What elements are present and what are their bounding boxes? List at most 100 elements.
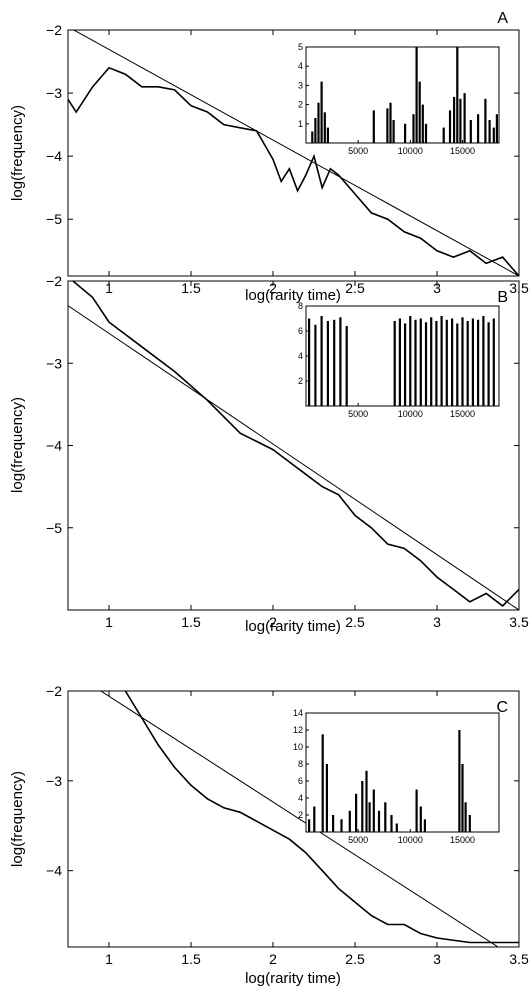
x-tick-label: 1 — [105, 280, 113, 296]
panel-c-inset-bars — [308, 730, 471, 833]
inset-bar — [390, 815, 393, 832]
y-tick-label: −3 — [46, 773, 62, 789]
inset-bar — [415, 789, 418, 832]
inset-x-tick-label: 15000 — [450, 409, 475, 419]
inset-bar — [461, 317, 464, 407]
x-tick-label: 3 — [433, 280, 441, 296]
inset-bar — [414, 319, 417, 407]
inset-y-tick-label: 14 — [293, 708, 303, 718]
y-tick-label: −2 — [46, 683, 62, 699]
inset-bar — [389, 102, 392, 143]
inset-x-tick-label: 10000 — [398, 409, 423, 419]
inset-bar — [377, 810, 381, 833]
panel-b-inset: 5000 10000 15000 2 4 6 8 — [298, 301, 500, 419]
inset-bar — [415, 47, 418, 143]
inset-bar — [435, 321, 438, 406]
inset-bar — [321, 734, 324, 833]
data-series-line — [124, 691, 519, 944]
x-tick-label: 3.5 — [509, 951, 529, 967]
inset-bar — [424, 123, 428, 143]
inset-bar — [445, 319, 448, 407]
inset-bar — [392, 120, 395, 143]
inset-y-tick-label: 5 — [298, 42, 303, 52]
inset-bar — [384, 802, 387, 833]
panel-b-series — [68, 281, 519, 610]
panel-c-inset-frame — [305, 712, 500, 833]
panel-a-series — [68, 30, 519, 276]
inset-bar — [348, 810, 351, 833]
inset-bar — [421, 104, 424, 143]
panel-c: C log(frequency) log(rarity time) 1 1.5 2 2… — [9, 683, 529, 987]
y-tick-label: −4 — [46, 438, 62, 454]
inset-bar — [404, 123, 407, 143]
inset-bar — [477, 319, 480, 407]
inset-bar — [313, 806, 316, 832]
inset-bar — [430, 317, 433, 407]
fit-line — [68, 305, 519, 610]
panel-b: B log(frequency) log(rarity time) 1 1.5 2 2… — [9, 273, 529, 635]
inset-bar — [461, 764, 464, 832]
panel-c-label: C — [496, 699, 508, 716]
inset-bar — [419, 318, 422, 406]
panel-a-ticks: 1 1.5 2 2.5 3 3.5−2−3−4−5 — [46, 22, 529, 296]
inset-bar — [482, 316, 485, 406]
inset-bar — [308, 819, 311, 833]
panel-a-inset-ticks: 5000 10000 15000 1 2 3 4 5 — [298, 42, 475, 156]
inset-x-tick-label: 10000 — [398, 835, 423, 845]
y-tick-label: −4 — [46, 863, 62, 879]
inset-y-tick-label: 2 — [298, 810, 303, 820]
inset-y-tick-label: 4 — [298, 351, 303, 361]
inset-bar — [314, 324, 317, 407]
panel-a-label: A — [497, 10, 508, 27]
panel-a-inset-frame — [305, 46, 500, 144]
panel-c-inset: 5000 10000 15000 2 4 6 8 10 12 14 — [293, 708, 500, 845]
inset-bar — [469, 120, 472, 143]
x-tick-label: 1 — [105, 951, 113, 967]
panel-a-xlabel: log(rarity time) — [245, 287, 341, 304]
panel-a-ylabel: log(frequency) — [9, 105, 26, 201]
y-tick-label: −5 — [46, 520, 62, 536]
inset-bar — [314, 118, 317, 143]
panel-c-ticks: 1 1.5 2 2.5 3 3.5 −2 −3 −4 — [46, 683, 529, 967]
x-tick-label: 2.5 — [345, 614, 365, 630]
inset-y-tick-label: 10 — [293, 742, 303, 752]
inset-y-tick-label: 12 — [293, 725, 303, 735]
y-tick-label: −3 — [46, 85, 62, 101]
inset-bar — [409, 316, 412, 406]
inset-bar — [440, 316, 443, 406]
inset-bar — [361, 781, 364, 832]
data-series-line — [71, 281, 519, 607]
x-tick-label: 3 — [433, 951, 441, 967]
inset-bar — [345, 326, 348, 406]
inset-bar — [453, 96, 456, 143]
inset-bar — [404, 323, 407, 406]
inset-bar — [386, 108, 389, 143]
inset-bar — [464, 802, 467, 833]
inset-y-tick-label: 4 — [298, 61, 303, 71]
inset-bar — [448, 110, 452, 143]
inset-y-tick-label: 3 — [298, 80, 303, 90]
panel-a: A log(frequency) log(rarity time) 1 1.5 2 2… — [9, 10, 529, 304]
inset-bar — [477, 114, 480, 143]
inset-y-tick-label: 8 — [298, 759, 303, 769]
panel-b-ylabel: log(frequency) — [9, 397, 26, 493]
inset-bar — [424, 322, 428, 407]
inset-bar — [325, 764, 328, 832]
inset-x-tick-label: 15000 — [450, 146, 475, 156]
inset-bar — [372, 789, 375, 832]
inset-bar — [311, 131, 314, 143]
inset-y-tick-label: 6 — [298, 326, 303, 336]
inset-bar — [365, 770, 368, 832]
inset-bar — [451, 318, 454, 406]
panel-c-ylabel: log(frequency) — [9, 771, 26, 867]
inset-x-tick-label: 10000 — [398, 146, 423, 156]
inset-bar — [398, 318, 401, 406]
panel-c-xlabel: log(rarity time) — [245, 970, 341, 987]
x-tick-label: 3.5 — [509, 614, 529, 630]
inset-bar — [333, 319, 336, 407]
inset-bar — [492, 318, 495, 406]
inset-bar — [368, 802, 371, 833]
panel-b-xlabel: log(rarity time) — [245, 618, 341, 635]
inset-y-tick-label: 2 — [298, 376, 303, 386]
